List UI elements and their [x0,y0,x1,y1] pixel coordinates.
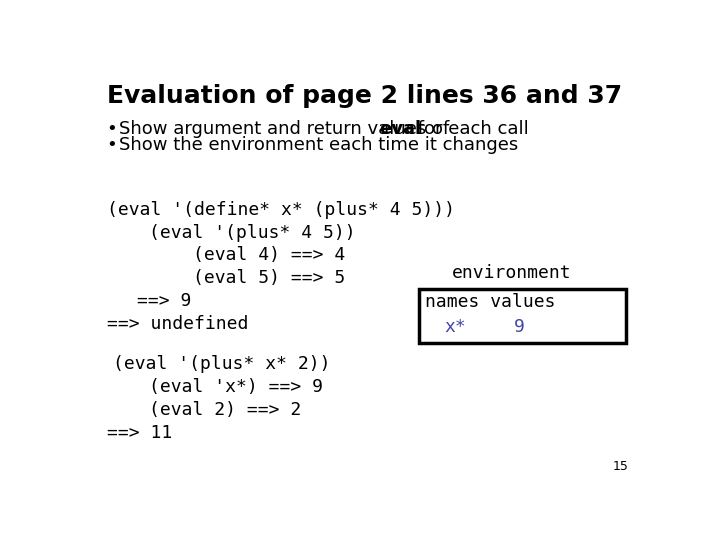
Text: (eval 'x*) ==> 9: (eval 'x*) ==> 9 [148,378,323,396]
Text: for each call: for each call [412,120,528,138]
Text: (eval '(plus* 4 5)): (eval '(plus* 4 5)) [148,224,355,241]
Text: Evaluation of page 2 lines 36 and 37: Evaluation of page 2 lines 36 and 37 [107,84,622,107]
Text: (eval 2) ==> 2: (eval 2) ==> 2 [148,401,301,419]
Text: ==> undefined: ==> undefined [107,315,248,333]
Text: 9: 9 [514,318,525,336]
Text: ==> 11: ==> 11 [107,424,172,442]
Text: (eval 4) ==> 4: (eval 4) ==> 4 [193,246,346,265]
Text: x*: x* [444,318,466,336]
Text: 15: 15 [613,460,629,473]
Text: •: • [107,120,117,138]
Text: environment: environment [451,264,571,282]
Text: Show argument and return values of: Show argument and return values of [119,120,455,138]
Text: •: • [107,136,117,154]
Text: (eval '(plus* x* 2)): (eval '(plus* x* 2)) [114,355,331,373]
Text: eval: eval [379,120,421,138]
Text: names values: names values [425,294,555,312]
Text: Show the environment each time it changes: Show the environment each time it change… [119,136,518,154]
Text: ==> 9: ==> 9 [138,292,192,310]
Text: (eval '(define* x* (plus* 4 5))): (eval '(define* x* (plus* 4 5))) [107,201,455,219]
Text: (eval 5) ==> 5: (eval 5) ==> 5 [193,269,346,287]
FancyBboxPatch shape [419,289,626,343]
